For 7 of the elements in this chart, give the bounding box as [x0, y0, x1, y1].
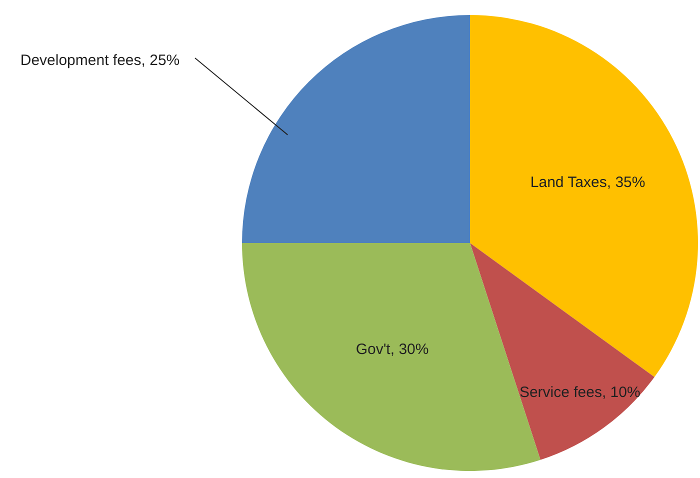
- pie-slice: [470, 243, 654, 460]
- slice-label: Service fees, 10%: [518, 383, 642, 402]
- slice-label: Development fees, 25%: [19, 51, 181, 70]
- pie-slice: [242, 15, 470, 243]
- pie-slice: [470, 15, 698, 378]
- slice-label: Land Taxes, 35%: [530, 174, 646, 191]
- slice-label: Gov't, 30%: [356, 340, 429, 358]
